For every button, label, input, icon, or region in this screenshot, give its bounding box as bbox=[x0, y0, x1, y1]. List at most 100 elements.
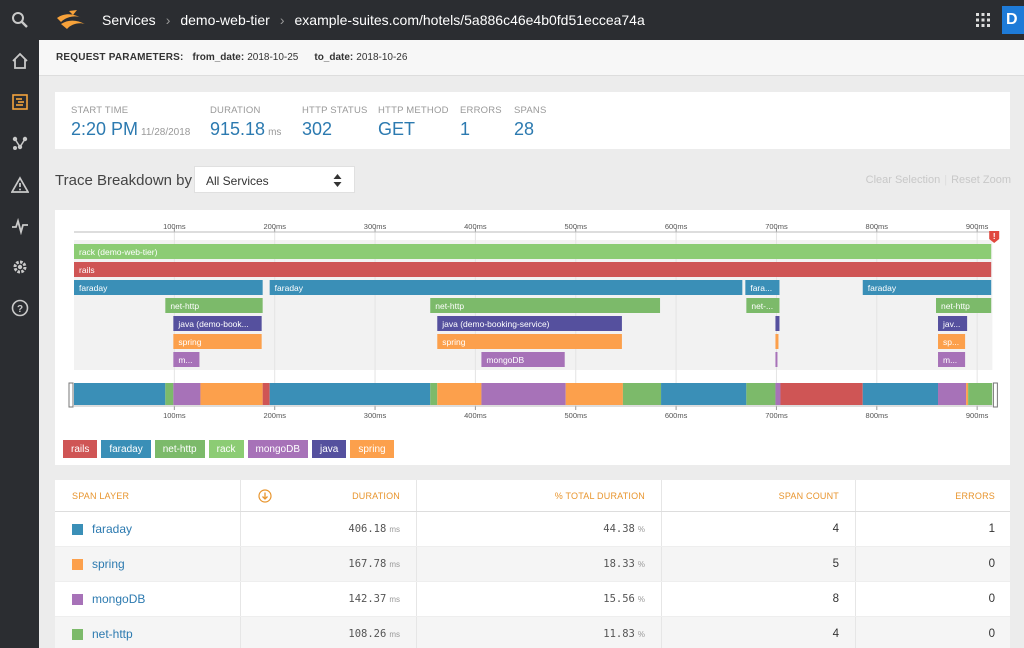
span-bar-java[interactable] bbox=[938, 316, 968, 331]
logo-icon[interactable] bbox=[55, 8, 87, 32]
overview-segment-spring[interactable] bbox=[437, 383, 482, 405]
overview-segment-mongodb[interactable] bbox=[173, 383, 201, 405]
product-badge[interactable]: D bbox=[1002, 6, 1024, 34]
span-bar-net-http[interactable] bbox=[165, 298, 263, 313]
overview-segment-mongodb[interactable] bbox=[938, 383, 967, 405]
error-marker-icon[interactable] bbox=[989, 231, 1000, 243]
overview-segment-faraday[interactable] bbox=[862, 383, 939, 405]
apps-grid-icon[interactable] bbox=[975, 12, 991, 28]
span-label: rails bbox=[79, 265, 95, 275]
span-label: net-http bbox=[941, 301, 970, 311]
layer-link[interactable]: net-http bbox=[92, 627, 133, 641]
overview-segment-rails[interactable] bbox=[262, 383, 270, 405]
search-icon[interactable] bbox=[0, 5, 39, 35]
span-bar-mongodb[interactable] bbox=[173, 352, 200, 367]
range-handle-left[interactable] bbox=[68, 382, 74, 408]
span-bar-spring[interactable] bbox=[775, 334, 779, 349]
trace-waterfall-svg[interactable]: 100ms 100ms 200ms 200ms 300ms 300ms 400ms 400ms… bbox=[55, 210, 1010, 465]
span-bar-spring[interactable] bbox=[938, 334, 966, 349]
breadcrumb-service[interactable]: demo-web-tier bbox=[180, 12, 270, 28]
overview-segment-net-http[interactable] bbox=[430, 383, 438, 405]
sort-desc-icon[interactable] bbox=[258, 489, 272, 503]
legend-item-java[interactable]: java bbox=[312, 440, 347, 458]
http-method-label: HTTP METHOD bbox=[378, 105, 449, 116]
table-row[interactable]: net-http 108.26 ms 11.83% 4 0 bbox=[55, 617, 1010, 648]
col-span-count[interactable]: SPAN COUNT bbox=[662, 480, 856, 511]
duration-value: 167.78 bbox=[348, 558, 387, 570]
reset-zoom-link[interactable]: Reset Zoom bbox=[951, 174, 1011, 186]
settings-icon[interactable] bbox=[0, 252, 39, 282]
span-bar-java[interactable] bbox=[173, 316, 262, 331]
table-row[interactable]: spring 167.78 ms 18.33% 5 0 bbox=[55, 547, 1010, 582]
overview-segment-faraday[interactable] bbox=[661, 383, 747, 405]
http-method-value: GET bbox=[378, 119, 416, 139]
layer-link[interactable]: faraday bbox=[92, 522, 133, 536]
overview-segment-rails[interactable] bbox=[780, 383, 863, 405]
col-errors[interactable]: ERRORS bbox=[955, 490, 995, 501]
table-row[interactable]: faraday 406.18 ms 44.38% 4 1 bbox=[55, 512, 1010, 547]
home-icon[interactable] bbox=[0, 46, 39, 76]
breakdown-select[interactable]: All Services bbox=[194, 166, 355, 193]
alert-icon[interactable] bbox=[0, 170, 39, 200]
overview-segment-net-http[interactable] bbox=[622, 383, 662, 405]
overview-segment-net-http[interactable] bbox=[165, 383, 174, 405]
overview-segment-faraday[interactable] bbox=[74, 383, 166, 405]
col-span-layer[interactable]: SPAN LAYER bbox=[55, 480, 241, 511]
tick-label-bottom: 200ms bbox=[263, 411, 286, 420]
legend-item-mongodb[interactable]: mongoDB bbox=[247, 440, 308, 458]
activity-icon[interactable] bbox=[0, 211, 39, 241]
span-bar-faraday[interactable] bbox=[862, 280, 992, 295]
span-bar-net-http[interactable] bbox=[936, 298, 992, 313]
clear-selection-link[interactable]: Clear Selection bbox=[865, 174, 941, 186]
span-bar-faraday[interactable] bbox=[745, 280, 780, 295]
traces-icon[interactable] bbox=[0, 87, 39, 117]
span-bar-rack[interactable] bbox=[74, 244, 992, 259]
range-handle-right[interactable] bbox=[992, 382, 998, 408]
legend-item-faraday[interactable]: faraday bbox=[101, 440, 151, 458]
span-label: java (demo-booking-service) bbox=[441, 319, 549, 329]
layer-link[interactable]: spring bbox=[92, 557, 125, 571]
overview-segment-net-http[interactable] bbox=[968, 383, 993, 405]
overview-segment-spring[interactable] bbox=[966, 383, 969, 405]
span-bar-faraday[interactable] bbox=[269, 280, 743, 295]
span-label: faraday bbox=[79, 283, 108, 293]
span-bar-spring[interactable] bbox=[437, 334, 622, 349]
errors-stat: ERRORS 1 bbox=[460, 105, 502, 140]
span-bar-net-http[interactable] bbox=[746, 298, 780, 313]
left-nav-rail: ? bbox=[0, 0, 39, 648]
span-bar-mongodb[interactable] bbox=[481, 352, 565, 367]
span-bar-rails[interactable] bbox=[74, 262, 992, 277]
legend-item-spring[interactable]: spring bbox=[350, 440, 394, 458]
chevron-right-icon: › bbox=[279, 12, 285, 28]
legend-item-net-http[interactable]: net-http bbox=[154, 440, 205, 458]
topology-icon[interactable] bbox=[0, 128, 39, 158]
overview-segment-faraday[interactable] bbox=[269, 383, 431, 405]
table-row[interactable]: mongoDB 142.37 ms 15.56% 8 0 bbox=[55, 582, 1010, 617]
trace-summary-card: START TIME 2:20 PM 11/28/2018 DURATION 91… bbox=[55, 92, 1010, 149]
overview-segment-spring[interactable] bbox=[565, 383, 623, 405]
legend-item-rack[interactable]: rack bbox=[208, 440, 244, 458]
legend-item-rails[interactable]: rails bbox=[63, 440, 98, 458]
tick-label-bottom: 100ms bbox=[163, 411, 186, 420]
col-duration[interactable]: DURATION bbox=[241, 480, 417, 511]
span-bar-java[interactable] bbox=[437, 316, 622, 331]
layer-cell: mongoDB bbox=[55, 582, 241, 616]
errors-value[interactable]: 1 bbox=[460, 119, 471, 139]
span-bar-mongodb[interactable] bbox=[938, 352, 966, 367]
overview-segment-mongodb[interactable] bbox=[481, 383, 566, 405]
span-bar-mongodb[interactable] bbox=[775, 352, 778, 367]
overview-segment-spring[interactable] bbox=[200, 383, 263, 405]
span-bar-java[interactable] bbox=[775, 316, 780, 331]
breadcrumb-services[interactable]: Services bbox=[102, 12, 156, 28]
span-bar-spring[interactable] bbox=[173, 334, 262, 349]
overview-segment-mongodb[interactable] bbox=[775, 383, 781, 405]
tick-label-bottom: 800ms bbox=[866, 411, 889, 420]
span-bar-faraday[interactable] bbox=[74, 280, 263, 295]
tick-label-top: 800ms bbox=[866, 222, 889, 231]
span-bar-net-http[interactable] bbox=[430, 298, 661, 313]
col-pct-total[interactable]: % TOTAL DURATION bbox=[417, 480, 662, 511]
overview-segment-net-http[interactable] bbox=[746, 383, 776, 405]
layer-link[interactable]: mongoDB bbox=[92, 592, 146, 606]
start-time-stat: START TIME 2:20 PM 11/28/2018 bbox=[71, 105, 190, 140]
help-icon[interactable]: ? bbox=[0, 293, 39, 323]
